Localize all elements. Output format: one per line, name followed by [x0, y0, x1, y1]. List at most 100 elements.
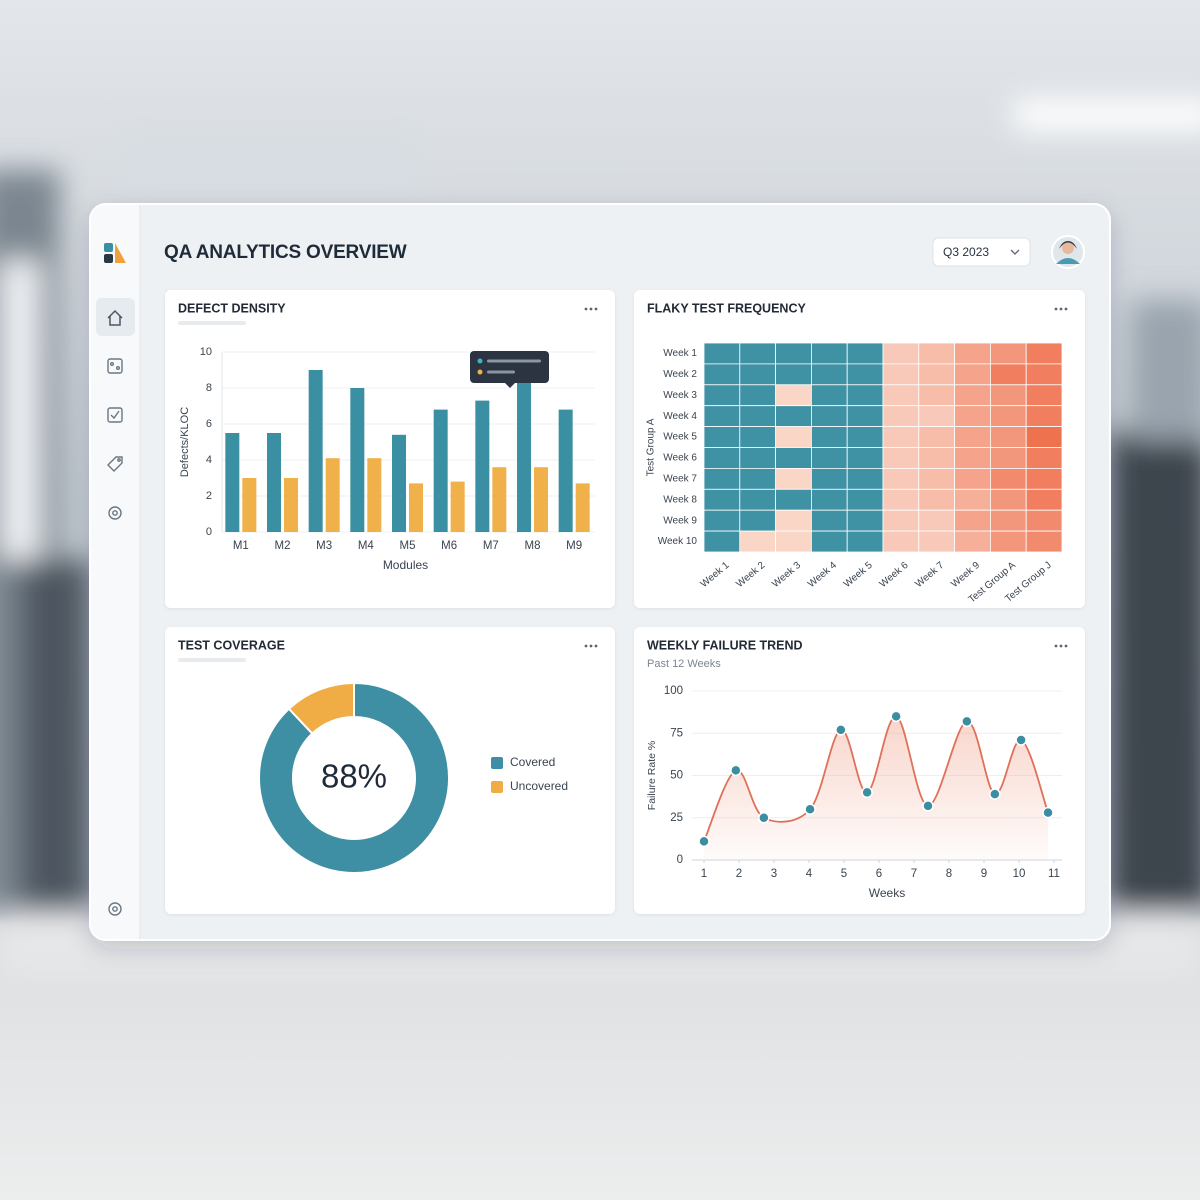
x-tick-label: 5: [841, 868, 847, 880]
heat-cell: [882, 447, 920, 469]
heat-cell: [775, 384, 812, 407]
area: [704, 716, 1049, 860]
menu-dot: [584, 644, 588, 648]
x-tick-label: 10: [1013, 868, 1026, 880]
heat-cell: [811, 488, 848, 511]
card-menu[interactable]: [1054, 307, 1068, 311]
heat-cell: [703, 405, 741, 428]
heat-cell: [775, 405, 812, 428]
nav-settings[interactable]: [108, 506, 122, 520]
heat-cell: [1025, 426, 1063, 448]
heat-cell: [775, 342, 812, 365]
nav-tags[interactable]: [107, 456, 123, 472]
legend-label: Covered: [510, 755, 555, 769]
x-tick-label: M8: [525, 540, 541, 552]
y-tick-label: 10: [200, 346, 212, 358]
menu-dot: [1054, 644, 1058, 648]
row-label: Week 8: [663, 494, 697, 505]
heat-cell: [1025, 384, 1063, 407]
point: [1015, 734, 1027, 746]
heat-cell: [775, 467, 812, 490]
heat-cell: [990, 530, 1027, 553]
bar: [392, 434, 406, 532]
heat-cell: [739, 530, 776, 553]
heat-cell: [954, 467, 991, 490]
nav-tests[interactable]: [107, 407, 123, 423]
bar: [308, 370, 323, 532]
sidebar: [90, 205, 140, 939]
heat-cell: [990, 405, 1027, 428]
bar: [575, 483, 590, 532]
x-tick-label: 2: [736, 868, 742, 880]
tooltip-pointer: [505, 383, 515, 388]
tooltip: [470, 351, 549, 388]
row-label: Week 9: [663, 515, 697, 526]
card-menu[interactable]: [1054, 644, 1068, 648]
heat-cell: [954, 530, 991, 553]
card-menu[interactable]: [584, 644, 598, 648]
heat-cell: [954, 426, 991, 448]
y-axis-label: Failure Rate %: [646, 741, 658, 810]
menu-dot: [594, 307, 598, 311]
nav-settings-bottom[interactable]: [108, 902, 122, 916]
logo: [104, 243, 126, 263]
heat-cell: [882, 488, 920, 511]
user-avatar[interactable]: [1051, 235, 1085, 269]
heat-cell: [703, 509, 741, 532]
point: [922, 800, 934, 812]
nav-home[interactable]: [96, 298, 135, 336]
bar: [409, 483, 423, 532]
heat-cell: [703, 467, 741, 490]
point: [989, 788, 1001, 800]
y-tick-label: 25: [670, 812, 683, 824]
x-tick-label: M9: [566, 540, 582, 552]
heat-cell: [990, 342, 1027, 365]
x-tick-label: 6: [876, 868, 882, 880]
x-tick-label: M2: [275, 540, 291, 552]
x-tick-label: 1: [701, 868, 707, 880]
y-axis-label: Defects/KLOC: [179, 407, 191, 477]
bar: [284, 478, 298, 532]
row-label: Week 10: [658, 536, 698, 547]
period-dropdown[interactable]: Q3 2023: [932, 237, 1031, 267]
donut-center-label: 88%: [321, 758, 387, 795]
heat-cell: [846, 426, 884, 448]
card-menu[interactable]: [584, 307, 598, 311]
legend-swatch: [491, 781, 503, 793]
heat-cell: [990, 467, 1027, 490]
heat-cell: [918, 467, 955, 490]
row-label: Week 4: [663, 411, 697, 422]
x-axis-label: Modules: [383, 558, 428, 572]
tooltip-line: [487, 370, 515, 374]
heat-cell: [990, 384, 1027, 407]
nav-reports[interactable]: [107, 358, 123, 374]
row-label: Week 6: [663, 453, 697, 464]
bar: [242, 478, 257, 532]
x-tick-label: 11: [1048, 868, 1060, 880]
point: [698, 835, 710, 848]
heat-cell: [918, 342, 955, 365]
point: [1042, 806, 1054, 819]
heat-cell: [918, 488, 955, 511]
heat-cell: [1025, 447, 1063, 469]
heat-cell: [739, 363, 776, 386]
heat-cell: [1025, 363, 1063, 386]
heat-cell: [811, 384, 848, 407]
heat-cell: [954, 405, 991, 428]
heat-cell: [882, 530, 920, 553]
heat-cell: [918, 363, 955, 386]
heat-cell: [739, 447, 776, 469]
heat-cell: [882, 509, 920, 532]
y-tick-label: 50: [670, 770, 683, 782]
bar: [558, 409, 573, 532]
menu-dot: [1059, 307, 1063, 311]
heat-cell: [775, 509, 812, 532]
x-tick-label: M7: [483, 540, 499, 552]
heat-cell: [882, 342, 920, 365]
bar: [433, 409, 448, 532]
heat-cell: [918, 426, 955, 448]
tooltip-box: [470, 351, 549, 383]
heat-cell: [739, 342, 776, 365]
heat-cell: [882, 384, 920, 407]
